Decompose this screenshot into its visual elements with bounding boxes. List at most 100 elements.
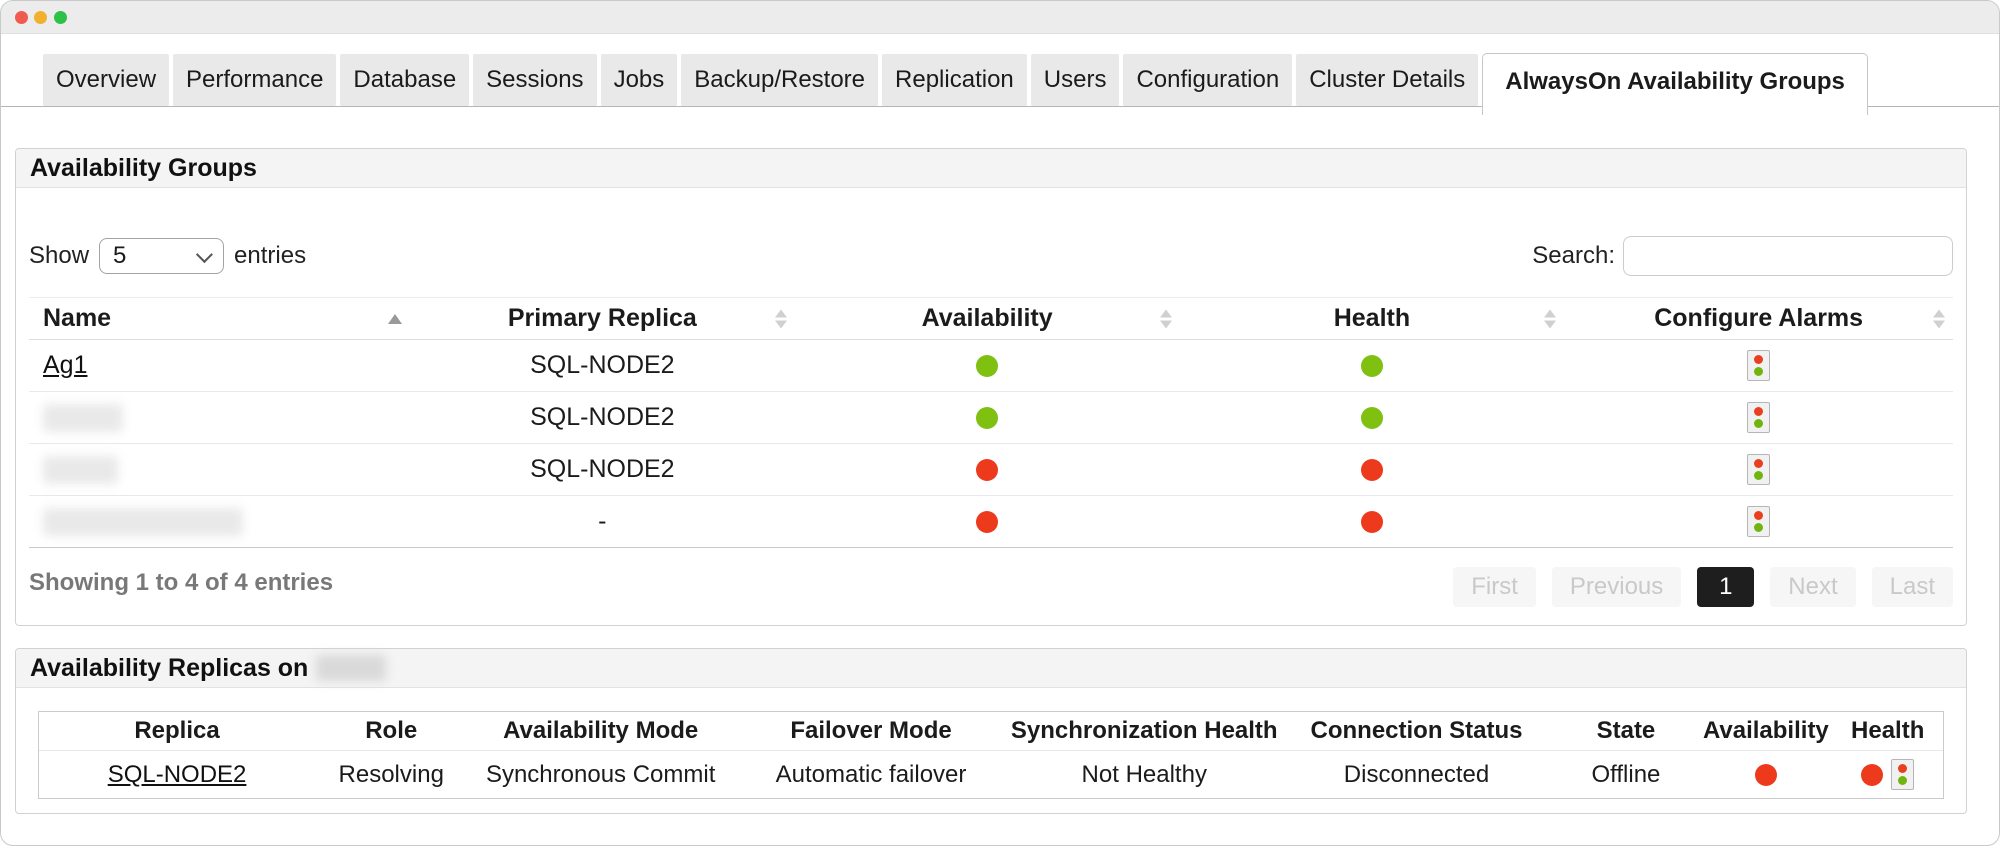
health-status-dot <box>1360 406 1383 429</box>
tab-database[interactable]: Database <box>340 54 470 106</box>
synchronization-health-cell: Not Healthy <box>1081 760 1207 788</box>
health-cell <box>1180 510 1565 533</box>
tab-configuration[interactable]: Configuration <box>1123 54 1293 106</box>
configure-alarms-icon[interactable] <box>1747 506 1771 537</box>
alarm-green-dot <box>1754 523 1764 532</box>
column-header-label: Configure Alarms <box>1654 304 1864 332</box>
tab-alwayson-availability-groups[interactable]: AlwaysOn Availability Groups <box>1482 53 1868 115</box>
tab-bar: Overview Performance Database Sessions Jobs B… <box>1 53 1999 116</box>
configure-alarms-cell <box>1564 350 1953 381</box>
availability-cell <box>795 354 1180 377</box>
availability-status-dot <box>976 406 999 429</box>
redacted-server-name <box>316 655 387 681</box>
pagination-1-button[interactable]: 1 <box>1697 567 1755 607</box>
alarm-red-dot <box>1898 764 1908 773</box>
availability-group-row: Ag1 SQL-NODE2 <box>29 340 1953 392</box>
sort-icon <box>774 309 787 328</box>
alarm-red-dot <box>1754 511 1764 520</box>
configure-alarms-cell <box>1564 506 1953 537</box>
column-header-health[interactable]: Health <box>1180 298 1565 339</box>
availability-status-dot <box>976 458 999 481</box>
configure-alarms-icon[interactable] <box>1747 454 1771 485</box>
chevron-down-icon <box>195 246 213 264</box>
health-status-dot <box>1360 510 1383 533</box>
availability-mode-cell: Synchronous Commit <box>485 760 716 788</box>
tab-cluster-details[interactable]: Cluster Details <box>1296 54 1479 106</box>
column-header-connection-status: Connection Status <box>1310 717 1523 744</box>
column-header-label: Health <box>1333 304 1411 332</box>
column-header-synchronization-health: Synchronization Health <box>1010 717 1278 744</box>
column-header-label: Name <box>43 304 112 332</box>
health-cell <box>1180 406 1565 429</box>
column-header-availability[interactable]: Availability <box>795 298 1180 339</box>
configure-alarms-icon[interactable] <box>1747 402 1771 433</box>
availability-cell <box>795 510 1180 533</box>
column-header-availability-mode: Availability Mode <box>503 717 699 744</box>
configure-alarms-icon[interactable] <box>1747 350 1771 381</box>
availability-groups-table: Name Primary Replica Availability Health Con… <box>29 297 1953 548</box>
search-input[interactable] <box>1623 236 1953 276</box>
availability-status-dot <box>976 354 999 377</box>
availability-cell <box>1699 763 1832 786</box>
availability-replica-row: SQL-NODE2 Resolving Synchronous Commit Auto… <box>39 751 1943 798</box>
alarm-green-dot <box>1754 419 1764 428</box>
availability-replicas-table: Replica Role Availability Mode Failover Mod… <box>38 711 1944 799</box>
health-status-group <box>1861 759 1915 790</box>
tab-bar-divider <box>1 106 1999 107</box>
close-window-button[interactable] <box>15 11 28 24</box>
column-header-replica: Replica <box>134 717 220 744</box>
group-name-cell: Ag1 <box>29 351 410 380</box>
tab-jobs[interactable]: Jobs <box>600 54 678 106</box>
pagination-first-button: First <box>1453 567 1536 607</box>
sort-icon <box>1159 309 1172 328</box>
pagination: First Previous 1 Next Last <box>1453 567 1953 607</box>
tab-backup-restore[interactable]: Backup/Restore <box>681 54 879 106</box>
column-header-state: State <box>1596 717 1656 744</box>
minimize-window-button[interactable] <box>34 11 47 24</box>
primary-replica-cell: SQL-NODE2 <box>530 455 675 483</box>
alarm-red-dot <box>1754 459 1764 468</box>
column-header-configure-alarms[interactable]: Configure Alarms <box>1564 298 1953 339</box>
replica-name-link[interactable]: SQL-NODE2 <box>107 760 247 788</box>
sort-icon <box>1544 309 1557 328</box>
availability-status-dot <box>1754 763 1777 786</box>
tab-replication[interactable]: Replication <box>882 54 1027 106</box>
tab-users[interactable]: Users <box>1030 54 1120 106</box>
role-cell: Resolving <box>338 760 444 788</box>
tab-overview[interactable]: Overview <box>43 54 170 106</box>
redacted-group-name <box>43 455 118 484</box>
redacted-group-name <box>43 403 123 432</box>
column-header-primary-replica[interactable]: Primary Replica <box>410 298 795 339</box>
page-size-value: 5 <box>113 242 127 269</box>
column-header-label: Availability <box>921 304 1053 332</box>
redacted-group-name <box>43 507 243 536</box>
replica-cell: SQL-NODE2 <box>39 761 315 789</box>
page-size-select[interactable]: 5 <box>99 238 225 274</box>
entries-label: entries <box>234 242 307 269</box>
availability-groups-panel-title: Availability Groups <box>16 149 1966 188</box>
state-cell: Offline <box>1591 760 1661 788</box>
column-header-availability: Availability <box>1702 717 1829 744</box>
connection-status-cell: Disconnected <box>1343 760 1490 788</box>
tab-performance[interactable]: Performance <box>173 54 337 106</box>
window-titlebar <box>1 1 1999 34</box>
failover-mode-cell: Automatic failover <box>775 760 967 788</box>
tab-sessions[interactable]: Sessions <box>473 54 597 106</box>
zoom-window-button[interactable] <box>54 11 67 24</box>
health-status-dot <box>1360 458 1383 481</box>
availability-replicas-panel-title: Availability Replicas on <box>16 649 1966 688</box>
health-cell <box>1180 458 1565 481</box>
availability-group-row: - <box>29 496 1953 548</box>
availability-cell <box>795 458 1180 481</box>
column-header-name[interactable]: Name <box>29 298 410 339</box>
column-header-health: Health <box>1851 717 1925 744</box>
table-controls: Show 5 entries Search: <box>29 235 1953 277</box>
primary-replica-cell: SQL-NODE2 <box>530 351 675 379</box>
health-cell <box>1180 354 1565 377</box>
primary-replica-cell: SQL-NODE2 <box>530 403 675 431</box>
alarm-red-dot <box>1754 407 1764 416</box>
show-label: Show <box>29 242 90 269</box>
configure-alarms-icon[interactable] <box>1891 759 1915 790</box>
group-name-link[interactable]: Ag1 <box>43 351 88 379</box>
